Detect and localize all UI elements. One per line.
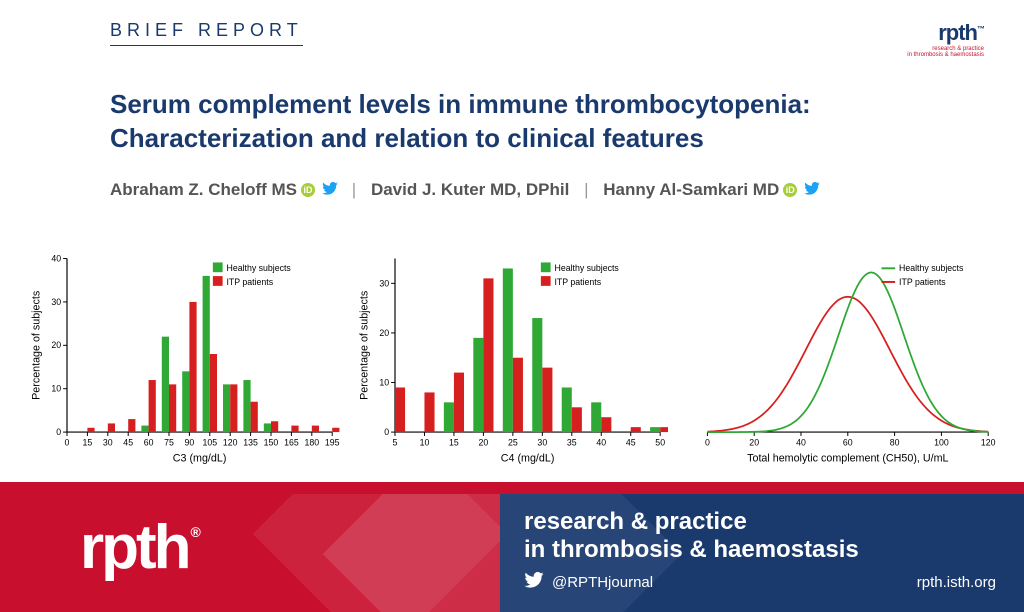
charts-row: 0102030400153045607590105120135150165180… xyxy=(28,248,996,468)
svg-text:Healthy subjects: Healthy subjects xyxy=(555,263,620,273)
twitter-icon xyxy=(318,182,342,198)
svg-text:20: 20 xyxy=(749,438,759,448)
svg-text:0: 0 xyxy=(705,438,710,448)
svg-text:Healthy subjects: Healthy subjects xyxy=(227,263,292,273)
svg-text:45: 45 xyxy=(123,438,133,448)
svg-text:90: 90 xyxy=(185,438,195,448)
svg-text:ITP patients: ITP patients xyxy=(899,277,946,287)
svg-text:15: 15 xyxy=(449,438,459,448)
footer-bottom: @RPTHjournal rpth.isth.org xyxy=(524,572,1024,592)
svg-text:100: 100 xyxy=(934,438,949,448)
author-1: Abraham Z. Cheloff MS xyxy=(110,180,297,199)
svg-text:150: 150 xyxy=(264,438,279,448)
svg-text:180: 180 xyxy=(304,438,319,448)
svg-text:165: 165 xyxy=(284,438,299,448)
footer-logo: rpth® xyxy=(80,512,196,583)
svg-text:45: 45 xyxy=(626,438,636,448)
footer-left: rpth® xyxy=(0,494,500,612)
svg-text:20: 20 xyxy=(51,340,61,350)
svg-text:5: 5 xyxy=(393,438,398,448)
footer-tagline-2: in thrombosis & haemostasis xyxy=(524,536,1024,564)
orcid-icon: iD xyxy=(783,183,797,197)
svg-text:10: 10 xyxy=(420,438,430,448)
svg-text:30: 30 xyxy=(379,278,389,288)
footer-handle: @RPTHjournal xyxy=(552,574,653,591)
footer-site: rpth.isth.org xyxy=(917,574,996,591)
svg-text:30: 30 xyxy=(537,438,547,448)
logo-tm: ™ xyxy=(977,25,984,34)
footer-banner: rpth® research & practice in thrombosis … xyxy=(0,482,1024,612)
chart-c4: 0 10 20 30 5 10 15 20 25 30 35 40 45 50 C4 (mg/dL) Perc… xyxy=(356,248,668,468)
article-title: Serum complement levels in immune thromb… xyxy=(110,88,984,156)
footer-redstrip xyxy=(0,482,1024,494)
svg-text:Percentage of subjects: Percentage of subjects xyxy=(359,291,371,400)
author-sep: | xyxy=(584,180,588,199)
svg-text:0: 0 xyxy=(65,438,70,448)
svg-text:50: 50 xyxy=(655,438,665,448)
svg-text:30: 30 xyxy=(51,297,61,307)
title-line-2: Characterization and relation to clinica… xyxy=(110,123,704,153)
svg-text:C3 (mg/dL): C3 (mg/dL) xyxy=(173,452,227,464)
footer-logo-text: rpth xyxy=(80,513,189,582)
svg-text:30: 30 xyxy=(103,438,113,448)
twitter-icon xyxy=(524,572,544,592)
journal-logo-small: rpth™ research & practice in thrombosis … xyxy=(907,20,984,58)
footer-right: research & practice in thrombosis & haem… xyxy=(500,494,1024,612)
footer-tagline-1: research & practice xyxy=(524,508,1024,536)
svg-text:40: 40 xyxy=(51,253,61,263)
svg-text:10: 10 xyxy=(51,384,61,394)
svg-text:120: 120 xyxy=(223,438,238,448)
page: BRIEF REPORT rpth™ research & practice i… xyxy=(0,0,1024,612)
chart-c3: 0 10 20 30 40 0 15 30 45 60 75 90 105 120 135 150 165 180… xyxy=(28,248,340,468)
svg-text:ITP patients: ITP patients xyxy=(555,277,602,287)
svg-text:Total hemolytic complement (CH: Total hemolytic complement (CH50), U/mL xyxy=(747,452,948,464)
section-label: BRIEF REPORT xyxy=(110,20,303,46)
svg-text:195: 195 xyxy=(325,438,340,448)
svg-text:35: 35 xyxy=(567,438,577,448)
logo-sub2: in thrombosis & haemostasis xyxy=(907,52,984,58)
author-2: David J. Kuter MD, DPhil xyxy=(371,180,569,199)
svg-text:0: 0 xyxy=(56,427,61,437)
author-list: Abraham Z. Cheloff MS iD | David J. Kuter… xyxy=(110,180,984,200)
svg-text:135: 135 xyxy=(243,438,258,448)
svg-text:Percentage of subjects: Percentage of subjects xyxy=(31,291,43,400)
svg-text:20: 20 xyxy=(379,328,389,338)
article-content: BRIEF REPORT rpth™ research & practice i… xyxy=(0,0,1024,482)
author-sep: | xyxy=(352,180,356,199)
svg-text:40: 40 xyxy=(596,438,606,448)
header-row: BRIEF REPORT rpth™ research & practice i… xyxy=(110,20,984,58)
svg-text:25: 25 xyxy=(508,438,518,448)
svg-text:40: 40 xyxy=(796,438,806,448)
registered-icon: ® xyxy=(191,524,198,540)
svg-text:15: 15 xyxy=(83,438,93,448)
title-line-1: Serum complement levels in immune thromb… xyxy=(110,89,811,119)
orcid-icon: iD xyxy=(301,183,315,197)
svg-text:105: 105 xyxy=(202,438,217,448)
twitter-icon xyxy=(800,182,820,198)
svg-text:120: 120 xyxy=(981,438,996,448)
svg-text:C4 (mg/dL): C4 (mg/dL) xyxy=(501,452,555,464)
author-3: Hanny Al-Samkari MD xyxy=(603,180,779,199)
svg-text:60: 60 xyxy=(843,438,853,448)
svg-text:Healthy subjects: Healthy subjects xyxy=(899,263,964,273)
svg-text:75: 75 xyxy=(164,438,174,448)
chart-ch50: 0 20 40 60 80 100 120 Total hemolytic complemen… xyxy=(684,248,996,468)
svg-text:80: 80 xyxy=(890,438,900,448)
svg-text:0: 0 xyxy=(384,427,389,437)
logo-text: rpth xyxy=(938,20,977,45)
svg-text:ITP patients: ITP patients xyxy=(227,277,274,287)
svg-text:20: 20 xyxy=(479,438,489,448)
footer-main: rpth® research & practice in thrombosis … xyxy=(0,494,1024,612)
svg-text:60: 60 xyxy=(144,438,154,448)
svg-text:10: 10 xyxy=(379,377,389,387)
